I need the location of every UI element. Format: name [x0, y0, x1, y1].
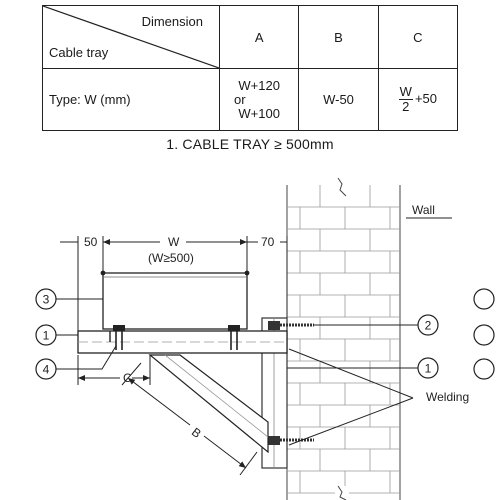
dimension-w-note: (W≥500) — [148, 251, 194, 265]
dimension-70-label: 70 — [261, 235, 275, 249]
cell-c-numerator: W — [398, 84, 413, 100]
dimension-b-label: B — [189, 425, 204, 441]
cell-a-line2: or — [234, 91, 246, 107]
cell-a-line3: W+100 — [238, 105, 280, 121]
callout-2: 2 — [314, 314, 439, 336]
header-cable-tray: Cable tray — [49, 45, 109, 60]
row-label-type: Type: W (mm) — [42, 68, 220, 131]
support-arm — [77, 330, 288, 354]
edge-callout-partial-bottom — [473, 358, 495, 380]
wall-label: Wall — [412, 203, 435, 217]
callout-2-number: 2 — [425, 319, 432, 333]
diagonal-brace — [148, 354, 269, 454]
cell-c-suffix: +50 — [414, 90, 437, 106]
callout-1-right-number: 1 — [425, 362, 432, 376]
cell-c-denominator: 2 — [402, 99, 410, 114]
welding-label: Welding — [426, 390, 469, 404]
callout-4-number: 4 — [43, 363, 50, 377]
header-dimension: Dimension — [141, 14, 203, 29]
table-header-row: Dimension Cable tray A B C — [42, 5, 459, 69]
top-dimension-line — [60, 236, 288, 331]
wall-break-marks — [335, 177, 349, 500]
cell-a-line1: W+120 — [238, 77, 280, 93]
table-corner-cell: Dimension Cable tray — [42, 5, 220, 69]
dimension-50-label: 50 — [84, 235, 98, 249]
table-data-row: Type: W (mm) W+120 or W+100 W-50 W 2 +50 — [42, 68, 459, 131]
callout-1-left: 1 — [35, 324, 78, 346]
column-header-a: A — [218, 5, 300, 69]
dimension-table-container: Dimension Cable tray A B C Type: W (mm) … — [42, 5, 459, 131]
callout-1-right: 1 — [287, 357, 439, 379]
corner-diagonal-line — [43, 6, 219, 68]
edge-callout-partial-top — [473, 288, 495, 310]
edge-callout-partial-middle — [473, 324, 495, 346]
cell-c-value: W 2 +50 — [377, 68, 459, 131]
anchor-bolt-top — [268, 321, 314, 330]
cable-tray — [100, 270, 250, 330]
welding-leaders — [288, 348, 414, 446]
dimension-table: Dimension Cable tray A B C Type: W (mm) … — [42, 5, 459, 131]
b-dimension-line — [121, 362, 258, 476]
anchor-bolt-bottom — [268, 436, 314, 445]
dimension-w-label: W — [168, 235, 180, 249]
brick-wall — [286, 177, 401, 500]
cell-c-fraction: W 2 — [398, 84, 413, 114]
c-dimension-line — [77, 355, 151, 385]
tray-clamp-right — [228, 325, 240, 350]
figure-caption: 1. CABLE TRAY ≥ 500mm — [166, 136, 334, 152]
callout-3-number: 3 — [43, 293, 50, 307]
column-header-c: C — [377, 5, 459, 69]
callout-1-left-number: 1 — [43, 329, 50, 343]
cell-a-value: W+120 or W+100 — [218, 68, 300, 131]
callout-4: 4 — [35, 345, 117, 380]
callout-3: 3 — [35, 288, 103, 310]
cell-b-value: W-50 — [298, 68, 379, 131]
